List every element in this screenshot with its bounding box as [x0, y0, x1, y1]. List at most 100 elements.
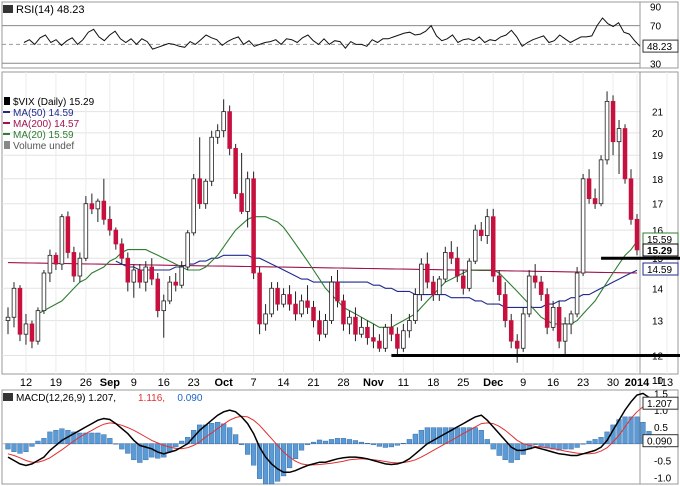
macd-histogram-bar [406, 439, 412, 444]
candle-up [131, 269, 137, 283]
macd-tick-label: 1.5 [654, 389, 668, 400]
macd-histogram-bar [514, 443, 520, 461]
rsi-last-value-box [642, 39, 679, 53]
candle-up [383, 326, 388, 349]
rsi-last-value: 48.23 [647, 42, 672, 53]
macd-histogram-bar [101, 434, 107, 444]
x-tick-label: 9 [520, 377, 526, 389]
candle-up [604, 100, 610, 161]
candle-up [77, 257, 83, 277]
macd-tick-label: -1.0 [654, 473, 672, 484]
macd-histogram-bar [586, 440, 592, 444]
candle-down [257, 272, 262, 325]
macd-histogram-bar [292, 443, 299, 459]
candle-down [149, 266, 155, 280]
candle-down [508, 320, 514, 342]
macd-legend-swatch [3, 393, 13, 401]
legend-label: $VIX (Daily) 15.29 [13, 97, 95, 108]
macd-last-label: 1.207 [647, 399, 672, 410]
macd-histogram-bar [424, 427, 430, 444]
candle-down [71, 252, 77, 277]
candle-down [377, 340, 382, 349]
x-tick-label: 16 [547, 377, 559, 389]
macd-histogram-bar [239, 443, 245, 445]
candle-down [233, 148, 238, 194]
legend-label: MA(20) 15.59 [13, 130, 74, 141]
macd-histogram-bar [364, 442, 371, 444]
x-tick-label: 19 [50, 377, 62, 389]
macd-histogram-bar [107, 438, 113, 444]
macd-histogram-bar [472, 427, 478, 444]
candle-down [53, 254, 59, 265]
x-tick-label: 12 [20, 377, 32, 389]
candle-up [568, 313, 574, 325]
candle-down [389, 326, 394, 335]
macd-histogram-bar [298, 443, 305, 451]
macd-histogram-bar [233, 434, 239, 444]
candle-down [197, 178, 202, 205]
candle-down [353, 316, 358, 335]
macd-histogram-bar [137, 443, 143, 463]
candle-up [359, 326, 364, 335]
candle-down [634, 218, 640, 251]
candle-up [443, 252, 448, 280]
x-tick-label: 23 [577, 377, 589, 389]
rsi-panel: 9070503048.23 RSI(14) 48.23 [1, 1, 679, 70]
candle-down [293, 303, 298, 315]
candle-down [502, 294, 508, 321]
macd-histogram-bar [119, 443, 125, 450]
candle-down [496, 275, 502, 295]
candle-up [179, 266, 184, 286]
candle-down [341, 300, 346, 325]
macd-histogram-bar [125, 443, 131, 454]
macd-histogram-bar [412, 433, 418, 444]
candle-up [161, 300, 167, 312]
candle-up [616, 128, 622, 143]
price-tick-label: 17 [652, 200, 664, 211]
legend-label: MA(200) 14.57 [13, 119, 80, 130]
macd-histogram-bar [460, 427, 466, 444]
macd-histogram-bar [592, 439, 598, 444]
macd-histogram-bar [448, 427, 454, 444]
candle-up [562, 323, 568, 342]
macd-histogram-bar [47, 431, 53, 444]
macd-histogram-bar [221, 423, 227, 444]
macd-histogram-bar [71, 431, 77, 444]
candle-up [520, 313, 526, 349]
candle-down [125, 257, 131, 283]
candle-down [592, 198, 598, 205]
price-tick-label: 10 [652, 376, 664, 387]
candle-down [335, 281, 340, 302]
macd-histogram-bar [143, 443, 149, 461]
macd-histogram-bar [574, 443, 580, 448]
candle-down [449, 252, 454, 259]
candle-up [437, 278, 442, 295]
price-last-box [642, 243, 679, 257]
macd-histogram-bar [520, 443, 526, 455]
candle-down [365, 326, 370, 339]
macd-last-box [642, 396, 679, 410]
candle-down [556, 306, 562, 342]
candle-down [251, 178, 256, 274]
candle-up [419, 263, 424, 295]
macd-histogram-bar [442, 427, 448, 444]
candle-down [532, 275, 538, 283]
x-tick-label: Sep [100, 377, 120, 389]
candle-down [514, 340, 520, 349]
candle-up [221, 111, 226, 132]
candle-up [401, 330, 406, 349]
candle-up [47, 254, 53, 274]
legend-swatch [4, 141, 10, 149]
price-panel: 10111213141516171819202115.5915.2914.59 … [1, 71, 680, 389]
x-tick-label: 2014 [625, 377, 650, 389]
macd-histogram-bar [316, 439, 323, 444]
candle-up [41, 272, 47, 312]
candle-down [29, 323, 35, 342]
candle-up [11, 287, 17, 318]
candle-up [23, 323, 29, 335]
macd-histogram-bar [17, 443, 23, 454]
price-last-box [642, 262, 679, 276]
macd-histogram-bar [340, 438, 347, 444]
candle-down [317, 320, 322, 335]
candle-down [275, 287, 280, 305]
